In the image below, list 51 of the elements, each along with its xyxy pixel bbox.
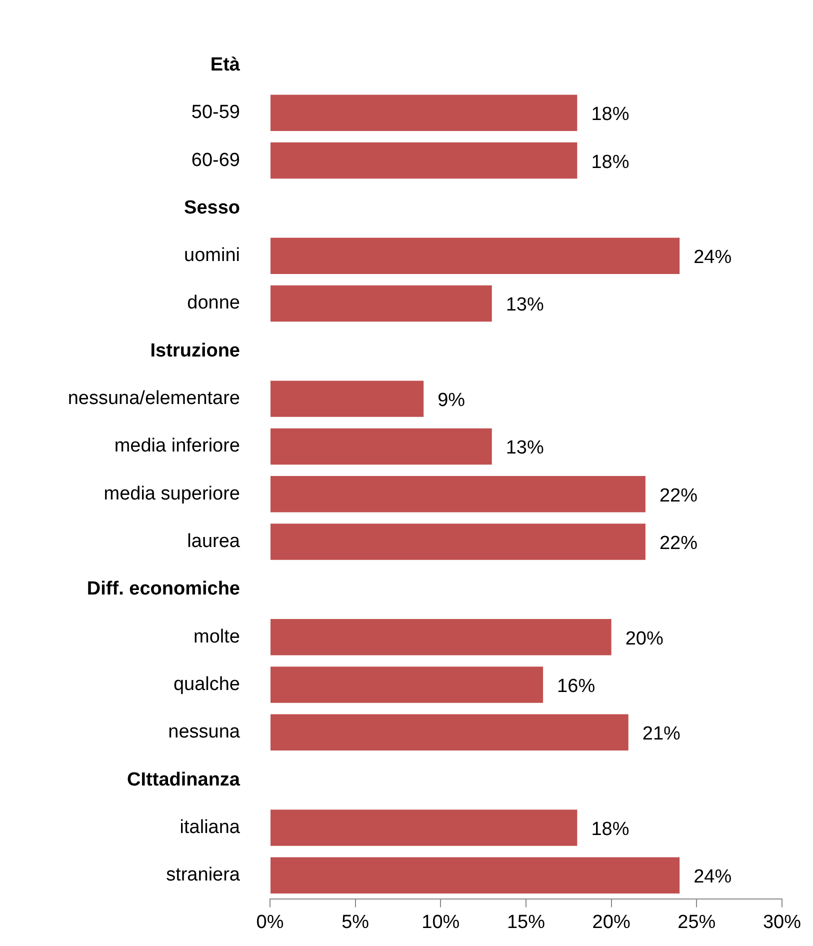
y-tick-label: media inferiore [114,436,240,457]
x-tick-label: 25% [678,912,716,933]
y-tick-label: Sesso [184,197,240,218]
data-label: 18% [591,818,630,840]
bar [270,810,578,846]
y-tick-label: nessuna/elementare [68,388,240,410]
bar [270,94,578,131]
data-label: 22% [659,533,698,554]
x-tick-label: 15% [506,912,546,933]
data-label: 20% [625,628,664,650]
y-tick-label: nessuna [168,722,240,743]
x-tick-label: 5% [342,912,370,933]
bar [270,285,492,322]
data-label: 16% [557,676,596,697]
data-label: 13% [506,438,544,459]
y-tick-label: italiana [180,816,240,838]
y-tick-label: 50-59 [191,102,240,124]
bar [270,714,628,751]
y-tick-label: Età [210,54,240,76]
y-tick-label: 60-69 [191,150,240,171]
data-label: 24% [694,866,732,888]
y-tick-label: qualche [173,674,240,695]
bar [270,857,680,894]
data-label: 13% [506,294,544,316]
bar [270,666,544,703]
y-tick-label: laurea [187,531,240,552]
bar [270,428,492,465]
x-tick-label: 20% [592,912,630,933]
data-label: 24% [694,247,732,268]
x-tick-label: 10% [422,912,460,933]
y-tick-label: Istruzione [150,340,240,362]
data-label: 9% [438,390,466,412]
y-tick-label: Diff. economiche [86,578,240,600]
x-tick-label: 30% [762,912,802,933]
data-label: 22% [659,485,698,506]
data-label: 18% [591,104,630,126]
bar [270,238,680,274]
bar [270,142,578,179]
bar [270,380,424,417]
y-tick-label: straniera [166,864,240,886]
y-tick-label: media superiore [104,483,240,504]
y-tick-label: donne [187,292,240,314]
bar [270,618,612,656]
data-label: 21% [642,724,681,745]
x-tick-label: 0% [256,912,284,933]
y-tick-label: CIttadinanza [127,769,240,790]
data-label: 18% [591,152,630,173]
y-tick-label: uomini [184,245,240,266]
bar [270,476,646,512]
bar [270,524,646,560]
y-tick-label: molte [194,626,240,648]
